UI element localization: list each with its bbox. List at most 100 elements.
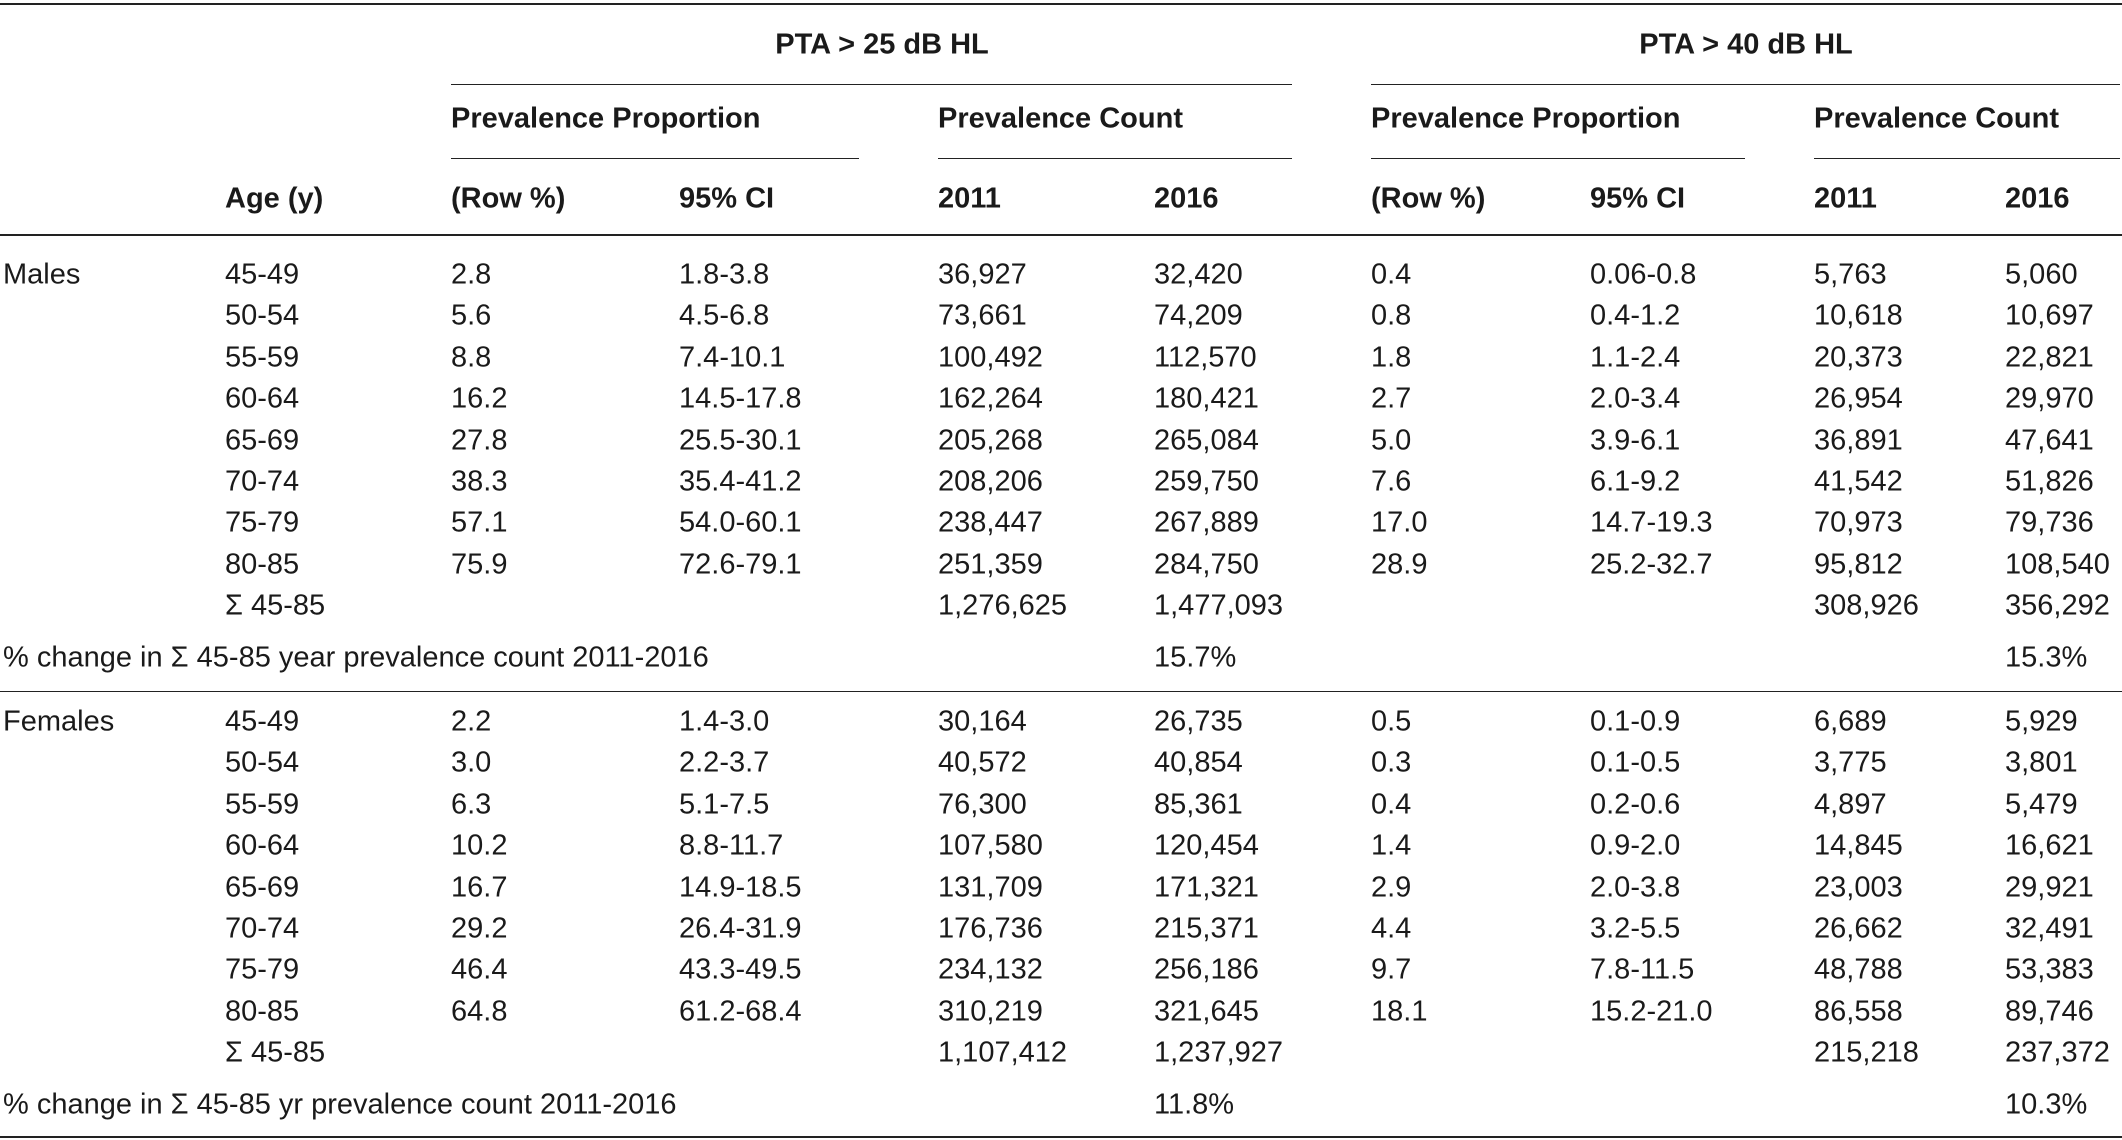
cell: 16.2 (451, 382, 508, 415)
cell: 3.0 (451, 746, 492, 779)
cell: 5,763 (1814, 258, 1887, 291)
column-header: 2011 (938, 182, 1001, 215)
cell: 100,492 (938, 341, 1043, 374)
cell: 4.5-6.8 (679, 299, 770, 332)
rule-subgroup (1814, 158, 2120, 159)
cell: 40,572 (938, 746, 1027, 779)
cell: 1.8 (1371, 341, 1412, 374)
cell: 284,750 (1154, 548, 1259, 581)
cell: 120,454 (1154, 829, 1259, 862)
cell: 48,788 (1814, 953, 1903, 986)
rule-bottom (0, 1136, 2122, 1138)
cell: 1.1-2.4 (1590, 341, 1681, 374)
cell: 26.4-31.9 (679, 912, 802, 945)
cell: 79,736 (2005, 506, 2094, 539)
cell: 30,164 (938, 705, 1027, 738)
total-cell: 1,107,412 (938, 1036, 1068, 1069)
cell: 60-64 (225, 829, 300, 862)
change-cell: 11.8% (1154, 1088, 1235, 1121)
column-header: 2016 (2005, 182, 2070, 215)
cell: 74,209 (1154, 299, 1243, 332)
cell: 107,580 (938, 829, 1043, 862)
cell: 29,921 (2005, 871, 2094, 904)
cell: 65-69 (225, 871, 300, 904)
cell: 29,970 (2005, 382, 2094, 415)
change-label: % change in Σ 45-85 yr prevalence count … (3, 1088, 677, 1121)
cell: 0.5 (1371, 705, 1412, 738)
cell: 7.4-10.1 (679, 341, 786, 374)
cell: 2.8 (451, 258, 492, 291)
change-cell: 15.3% (2005, 641, 2088, 674)
total-label: Σ 45-85 (225, 589, 326, 622)
cell: 22,821 (2005, 341, 2094, 374)
cell: 5.1-7.5 (679, 788, 770, 821)
cell: 0.8 (1371, 299, 1412, 332)
cell: 26,735 (1154, 705, 1243, 738)
cell: 180,421 (1154, 382, 1259, 415)
cell: 70-74 (225, 912, 300, 945)
cell: 41,542 (1814, 465, 1903, 498)
cell: 1.4-3.0 (679, 705, 770, 738)
cell: 8.8 (451, 341, 492, 374)
cell: 17.0 (1371, 506, 1428, 539)
rule-group (1371, 84, 2120, 85)
cell: 27.8 (451, 424, 508, 457)
cell: 89,746 (2005, 995, 2094, 1028)
cell: 171,321 (1154, 871, 1259, 904)
cell: 5.0 (1371, 424, 1412, 457)
cell: 23,003 (1814, 871, 1903, 904)
total-cell: 237,372 (2005, 1036, 2110, 1069)
cell: 7.8-11.5 (1590, 953, 1695, 986)
cell: 72.6-79.1 (679, 548, 802, 581)
total-cell: 1,477,093 (1154, 589, 1284, 622)
cell: 53,383 (2005, 953, 2094, 986)
cell: 108,540 (2005, 548, 2110, 581)
cell: 10.2 (451, 829, 508, 862)
total-cell: 1,237,927 (1154, 1036, 1284, 1069)
cell: 0.2-0.6 (1590, 788, 1681, 821)
cell: 38.3 (451, 465, 508, 498)
cell: 10,618 (1814, 299, 1903, 332)
section-label: Males (3, 258, 81, 291)
cell: 0.4 (1371, 258, 1412, 291)
cell: 14.9-18.5 (679, 871, 802, 904)
cell: 1.4 (1371, 829, 1412, 862)
cell: 1.8-3.8 (679, 258, 770, 291)
cell: 265,084 (1154, 424, 1259, 457)
cell: 61.2-68.4 (679, 995, 802, 1028)
cell: 256,186 (1154, 953, 1259, 986)
cell: 2.2-3.7 (679, 746, 770, 779)
cell: 46.4 (451, 953, 508, 986)
column-header: 95% CI (679, 182, 775, 215)
total-label: Σ 45-85 (225, 1036, 326, 1069)
cell: 18.1 (1371, 995, 1428, 1028)
cell: 54.0-60.1 (679, 506, 802, 539)
column-header: (Row %) (451, 182, 566, 215)
cell: 35.4-41.2 (679, 465, 802, 498)
cell: 259,750 (1154, 465, 1259, 498)
cell: 176,736 (938, 912, 1043, 945)
column-header: 95% CI (1590, 182, 1686, 215)
cell: 7.6 (1371, 465, 1412, 498)
total-cell: 308,926 (1814, 589, 1919, 622)
cell: 51,826 (2005, 465, 2094, 498)
cell: 3.2-5.5 (1590, 912, 1681, 945)
cell: 6.1-9.2 (1590, 465, 1681, 498)
cell: 5.6 (451, 299, 492, 332)
cell: 80-85 (225, 548, 300, 581)
rule-subgroup (451, 158, 859, 159)
rule-header (0, 234, 2122, 236)
change-cell: 15.7% (1154, 641, 1237, 674)
cell: 5,479 (2005, 788, 2078, 821)
cell: 215,371 (1154, 912, 1259, 945)
group-header: PTA > 25 dB HL (775, 28, 989, 61)
cell: 205,268 (938, 424, 1043, 457)
cell: 95,812 (1814, 548, 1903, 581)
cell: 3,801 (2005, 746, 2078, 779)
cell: 75.9 (451, 548, 508, 581)
subgroup-header: Prevalence Count (938, 102, 1183, 135)
cell: 310,219 (938, 995, 1043, 1028)
cell: 4,897 (1814, 788, 1887, 821)
cell: 8.8-11.7 (679, 829, 784, 862)
column-header: 2016 (1154, 182, 1219, 215)
